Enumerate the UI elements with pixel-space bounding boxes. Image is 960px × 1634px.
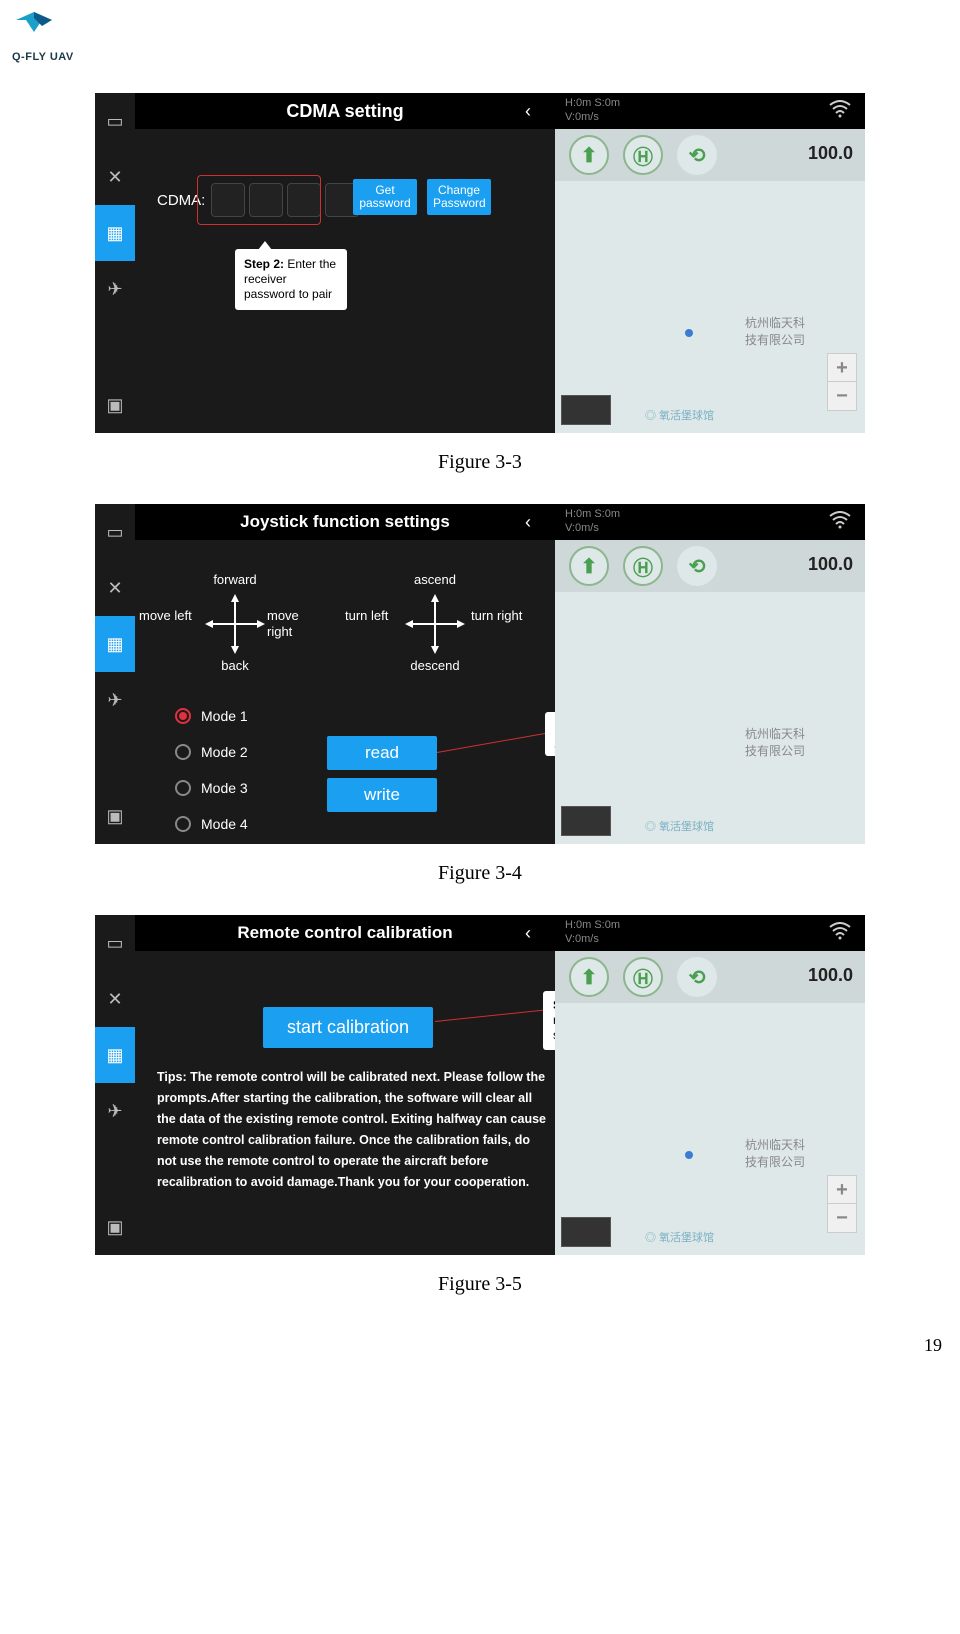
sidebar-item-bottom[interactable]: ▣	[95, 788, 135, 844]
sidebar: ▭ ✕ ▦ ✈ ▣	[95, 93, 135, 433]
zoom-in[interactable]: +	[828, 354, 856, 382]
map-action-3-icon[interactable]: ⟲	[677, 135, 717, 175]
sidebar-item-1[interactable]: ▭	[95, 93, 135, 149]
sidebar-item-2[interactable]: ✕	[95, 971, 135, 1027]
map-panel: ⬆ Ⓗ ⟲ 100.0 杭州临天科技有限公司 + − ◎ 氧活堡球馆	[555, 129, 865, 433]
status-text: H:0m S:0mV:0m/s	[565, 918, 620, 946]
map-action-2-icon[interactable]: Ⓗ	[623, 546, 663, 586]
back-icon[interactable]: ‹	[525, 101, 531, 122]
sidebar-item-1[interactable]: ▭	[95, 504, 135, 560]
mode-2-radio[interactable]: Mode 2	[175, 744, 248, 760]
map-value: 100.0	[808, 143, 853, 164]
mode-3-radio[interactable]: Mode 3	[175, 780, 248, 796]
sidebar-item-3-active[interactable]: ▦	[95, 1027, 135, 1083]
wifi-icon	[829, 100, 851, 123]
map-action-3-icon[interactable]: ⟲	[677, 957, 717, 997]
sidebar-item-3-active[interactable]: ▦	[95, 616, 135, 672]
figure-caption-1: Figure 3-3	[95, 451, 865, 474]
back-icon[interactable]: ‹	[525, 923, 531, 944]
screen-title: Remote control calibration	[135, 915, 555, 951]
map-action-2-icon[interactable]: Ⓗ	[623, 135, 663, 175]
callout-step2: Step 2: Enter the receiver password to p…	[235, 249, 347, 310]
sidebar-item-2[interactable]: ✕	[95, 149, 135, 205]
map-action-1-icon[interactable]: ⬆	[569, 957, 609, 997]
map-action-1-icon[interactable]: ⬆	[569, 135, 609, 175]
map-poi: ◎ 氧活堡球馆	[645, 407, 714, 423]
status-text: H:0m S:0mV:0m/s	[565, 507, 620, 535]
map-chinese-text: 杭州临天科技有限公司	[745, 314, 805, 348]
map-minimap	[561, 395, 611, 425]
calibration-tips-text: Tips: The remote control will be calibra…	[157, 1067, 547, 1193]
sidebar-item-4[interactable]: ✈	[95, 672, 135, 728]
get-password-button[interactable]: Get password	[353, 179, 417, 215]
zoom-out[interactable]: −	[828, 382, 856, 410]
screenshot-joystick: ▭ ✕ ▦ ✈ ▣ Joystick function settings ‹ H…	[95, 504, 865, 844]
map-action-1-icon[interactable]: ⬆	[569, 546, 609, 586]
change-password-button[interactable]: Change Password	[427, 179, 491, 215]
sidebar-item-bottom[interactable]: ▣	[95, 377, 135, 433]
sidebar-item-2[interactable]: ✕	[95, 560, 135, 616]
wifi-icon	[829, 922, 851, 945]
page-number: 19	[924, 1335, 942, 1356]
sidebar-item-1[interactable]: ▭	[95, 915, 135, 971]
wifi-icon	[829, 511, 851, 534]
sidebar-item-4[interactable]: ✈	[95, 261, 135, 317]
figure-caption-3: Figure 3-5	[95, 1273, 865, 1296]
left-joystick-diagram: forward back move left move right	[145, 564, 305, 684]
screen-title: Joystick function settings	[135, 504, 555, 540]
screenshot-calibration: ▭ ✕ ▦ ✈ ▣ Remote control calibration ‹ H…	[95, 915, 865, 1255]
screenshot-cdma: ▭ ✕ ▦ ✈ ▣ CDMA setting ‹ H:0m S:0mV:0m/s…	[95, 93, 865, 433]
sidebar-item-3-active[interactable]: ▦	[95, 205, 135, 261]
brand-logo: Q-FLY UAV	[0, 0, 960, 63]
highlight-box	[197, 175, 321, 225]
map-action-2-icon[interactable]: Ⓗ	[623, 957, 663, 997]
write-button[interactable]: write	[327, 778, 437, 812]
figure-caption-2: Figure 3-4	[95, 862, 865, 885]
status-text: H:0m S:0mV:0m/s	[565, 96, 620, 124]
start-calibration-button[interactable]: start calibration	[263, 1007, 433, 1048]
sidebar-item-4[interactable]: ✈	[95, 1083, 135, 1139]
right-joystick-diagram: ascend descend turn left turn right	[345, 564, 505, 684]
back-icon[interactable]: ‹	[525, 512, 531, 533]
mode-1-radio[interactable]: Mode 1	[175, 708, 248, 724]
mode-4-radio[interactable]: Mode 4	[175, 816, 248, 832]
map-zoom[interactable]: + −	[827, 353, 857, 411]
map-action-3-icon[interactable]: ⟲	[677, 546, 717, 586]
brand-name: Q-FLY UAV	[12, 51, 960, 63]
sidebar-item-bottom[interactable]: ▣	[95, 1199, 135, 1255]
screen-title: CDMA setting	[135, 93, 555, 129]
read-button[interactable]: read	[327, 736, 437, 770]
